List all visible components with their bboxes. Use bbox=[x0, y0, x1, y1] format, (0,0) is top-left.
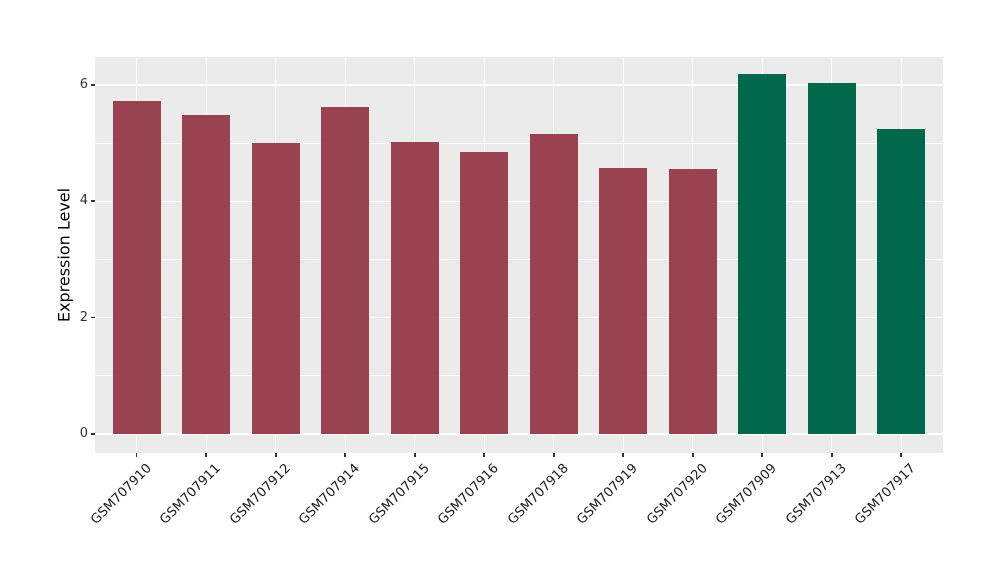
x-axis-tick bbox=[344, 453, 347, 457]
x-tick-label-text: GSM707911 bbox=[157, 461, 224, 528]
x-tick-label-text: GSM707917 bbox=[852, 461, 919, 528]
gridline-major-horizontal bbox=[95, 316, 943, 319]
x-axis-tick bbox=[622, 453, 625, 457]
y-axis-tick bbox=[90, 433, 95, 435]
bar bbox=[390, 142, 439, 434]
y-tick-label: 4 bbox=[79, 193, 88, 209]
x-tick-label-text: GSM707919 bbox=[574, 461, 641, 528]
x-axis-tick bbox=[413, 453, 416, 457]
x-axis-tick bbox=[830, 453, 833, 457]
x-tick-label-text: GSM707910 bbox=[87, 461, 155, 528]
gridline-major-horizontal bbox=[95, 84, 943, 86]
x-tick-label-text: GSM707913 bbox=[782, 461, 850, 528]
x-tick-label-text: GSM707914 bbox=[296, 461, 363, 528]
plot-panel bbox=[95, 57, 943, 453]
x-axis-tick bbox=[483, 453, 486, 457]
bar bbox=[182, 115, 231, 434]
bar bbox=[807, 82, 856, 434]
bar bbox=[529, 133, 578, 434]
bar bbox=[112, 101, 161, 434]
y-axis-tick bbox=[90, 316, 95, 319]
gridline-major-horizontal bbox=[95, 200, 943, 202]
bar bbox=[738, 74, 787, 434]
gridline-major-horizontal bbox=[95, 433, 943, 435]
x-tick-label-text: GSM707918 bbox=[504, 461, 572, 528]
gridline-minor-horizontal bbox=[95, 142, 943, 144]
x-axis-tick bbox=[135, 453, 138, 457]
y-axis-tick bbox=[90, 84, 95, 86]
gridline-minor-horizontal bbox=[95, 258, 943, 260]
y-tick-label: 2 bbox=[79, 309, 88, 325]
bar bbox=[460, 151, 509, 434]
x-axis-tick bbox=[205, 453, 207, 457]
x-axis-tick bbox=[900, 453, 903, 457]
x-tick-label-text: GSM707920 bbox=[643, 461, 711, 528]
bar bbox=[251, 143, 300, 434]
x-tick-label-text: GSM707916 bbox=[435, 461, 502, 528]
bar bbox=[321, 107, 370, 434]
x-axis-tick bbox=[761, 453, 764, 457]
x-tick-label-text: GSM707909 bbox=[713, 461, 780, 528]
y-tick-label: 6 bbox=[79, 76, 88, 92]
x-tick-label-text: GSM707912 bbox=[226, 461, 294, 528]
y-axis-tick bbox=[90, 200, 95, 202]
x-tick-label-text: GSM707915 bbox=[365, 461, 433, 528]
x-axis-tick bbox=[552, 453, 555, 457]
y-tick-label: 0 bbox=[79, 425, 88, 441]
gridline-minor-horizontal bbox=[95, 375, 943, 377]
bar bbox=[599, 168, 648, 434]
x-axis-tick bbox=[274, 453, 277, 457]
x-axis-tick bbox=[691, 453, 694, 457]
bar bbox=[877, 128, 926, 434]
bar bbox=[668, 169, 717, 434]
